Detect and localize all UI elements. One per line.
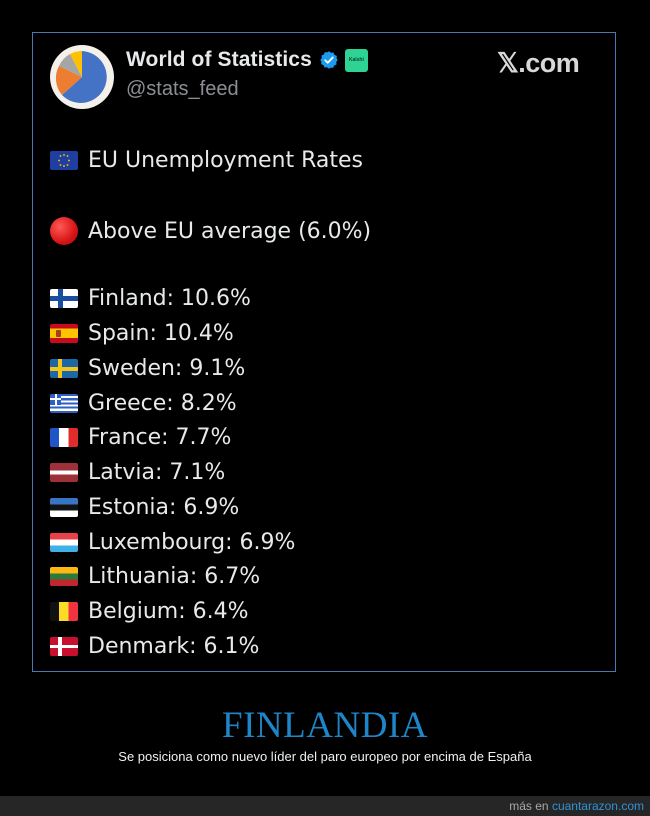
list-item: Greece: 8.2% (50, 391, 237, 416)
country-rate: Spain: 10.4% (88, 321, 234, 346)
country-rate: Finland: 10.6% (88, 286, 251, 311)
estonia-flag-icon (50, 498, 78, 517)
belgium-flag-icon (50, 602, 78, 621)
luxembourg-flag-icon (50, 533, 78, 552)
country-rate: Belgium: 6.4% (88, 599, 249, 624)
verified-badge-icon (320, 51, 338, 69)
eu-flag-icon (50, 151, 78, 170)
list-item: Sweden: 9.1% (50, 356, 245, 381)
list-item: France: 7.7% (50, 425, 231, 450)
country-rate: Denmark: 6.1% (88, 634, 260, 659)
country-rate: Sweden: 9.1% (88, 356, 246, 381)
list-item: Latvia: 7.1% (50, 460, 225, 485)
spain-flag-icon (50, 324, 78, 343)
lithuania-flag-icon (50, 567, 78, 586)
list-item: Belgium: 6.4% (50, 599, 249, 624)
country-rate: Greece: 8.2% (88, 391, 237, 416)
post-title: EU Unemployment Rates (88, 148, 363, 173)
finland-flag-icon (50, 289, 78, 308)
legend-text: Above EU average (6.0%) (88, 218, 372, 244)
greece-flag-icon (50, 394, 78, 413)
denmark-flag-icon (50, 637, 78, 656)
red-circle-icon (50, 217, 78, 245)
list-item: Finland: 10.6% (50, 286, 251, 311)
caption-subtitle: Se posiciona como nuevo líder del paro e… (118, 749, 532, 764)
caption-title: FINLANDIA (222, 705, 428, 746)
country-rate: Estonia: 6.9% (88, 495, 240, 520)
country-rate: Latvia: 7.1% (88, 460, 226, 485)
list-item: Luxembourg: 6.9% (50, 530, 295, 555)
sweden-flag-icon (50, 359, 78, 378)
avatar[interactable] (50, 45, 114, 109)
country-rate: France: 7.7% (88, 425, 232, 450)
footer-prefix: más en (509, 799, 552, 813)
latvia-flag-icon (50, 463, 78, 482)
list-item: Lithuania: 6.7% (50, 564, 260, 589)
x-com-brand: 𝕏.com (497, 48, 580, 78)
pie-chart-logo-icon (53, 48, 111, 106)
france-flag-icon (50, 428, 78, 447)
site-link[interactable]: cuantarazon.com (551, 799, 644, 813)
footer-bar: más en cuantarazon.com (0, 796, 650, 816)
list-item: Denmark: 6.1% (50, 634, 259, 659)
author-row: World of Statistics Kalshi (126, 48, 368, 72)
title-line: EU Unemployment Rates (50, 148, 363, 173)
author-handle[interactable]: @stats_feed (126, 78, 239, 100)
author-name[interactable]: World of Statistics (126, 48, 312, 71)
country-rate: Luxembourg: 6.9% (88, 530, 296, 555)
list-item: Spain: 10.4% (50, 321, 234, 346)
country-rate: Lithuania: 6.7% (88, 564, 261, 589)
legend-line: Above EU average (6.0%) (50, 217, 371, 245)
affiliate-badge[interactable]: Kalshi (344, 48, 368, 72)
list-item: Estonia: 6.9% (50, 495, 239, 520)
tweet-card (32, 32, 616, 672)
